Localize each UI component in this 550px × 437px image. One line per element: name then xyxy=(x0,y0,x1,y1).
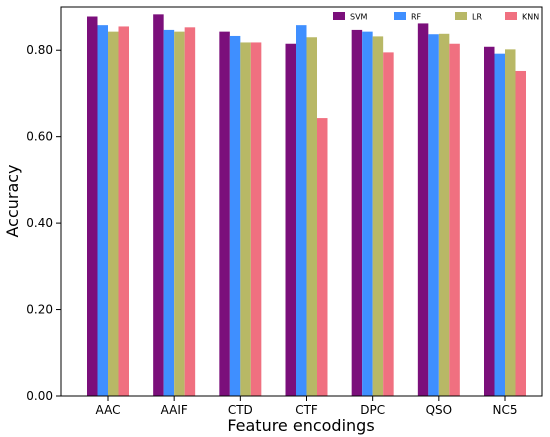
bars-group xyxy=(87,14,526,397)
bar-svm-qso xyxy=(417,23,429,397)
bar-rf-aac xyxy=(97,25,108,397)
bar-svm-nc5 xyxy=(484,46,495,397)
bar-rf-qso xyxy=(428,34,439,396)
bar-rf-dpc xyxy=(362,31,373,397)
x-tick-label-ctf: CTF xyxy=(295,403,318,417)
bar-knn-dpc xyxy=(383,52,394,397)
bar-lr-aac xyxy=(108,31,119,397)
bar-svm-ctd xyxy=(219,31,230,397)
x-tick-label-ctd: CTD xyxy=(228,403,253,417)
bar-knn-nc5 xyxy=(515,70,526,397)
x-tick-label-nc5: NC5 xyxy=(493,403,518,417)
legend-swatch-svm xyxy=(333,12,345,20)
legend-label-knn: KNN xyxy=(522,13,539,22)
y-tick-label: 0.60 xyxy=(26,130,53,144)
x-tick-label-aaif: AAIF xyxy=(161,403,188,417)
legend-swatch-lr xyxy=(455,12,467,20)
plot-frame xyxy=(60,6,543,397)
bar-lr-ctd xyxy=(240,42,251,396)
bar-knn-qso xyxy=(449,43,460,396)
y-tick-label: 0.40 xyxy=(26,216,53,230)
bar-lr-qso xyxy=(438,33,450,396)
bar-svm-ctf xyxy=(285,43,296,396)
bar-svm-dpc xyxy=(351,29,363,397)
legend: SVM RF LR KNN xyxy=(333,12,539,22)
x-tick-label-dpc: DPC xyxy=(360,403,385,417)
y-tick-label: 0.00 xyxy=(26,389,53,403)
legend-swatch-knn xyxy=(505,12,517,20)
bar-rf-ctd xyxy=(229,35,241,396)
legend-label-svm: SVM xyxy=(350,13,368,22)
y-axis-ticks: 0.00 0.20 0.40 0.60 0.80 xyxy=(26,43,61,403)
bar-knn-aac xyxy=(118,26,129,396)
y-axis-label: Accuracy xyxy=(3,164,22,237)
bar-knn-aaif xyxy=(184,27,196,396)
y-tick-label: 0.20 xyxy=(26,303,53,317)
bar-knn-ctd xyxy=(250,42,262,396)
y-tick-label: 0.80 xyxy=(26,43,53,57)
bar-svm-aaif xyxy=(153,14,164,396)
legend-label-rf: RF xyxy=(411,13,422,22)
x-tick-label-qso: QSO xyxy=(426,403,453,417)
bar-rf-nc5 xyxy=(494,53,505,397)
bar-lr-nc5 xyxy=(505,49,516,396)
bar-lr-dpc xyxy=(372,36,384,396)
legend-swatch-rf xyxy=(394,12,406,20)
bar-lr-aaif xyxy=(174,31,185,397)
x-axis-ticks: AAC AAIF CTD CTF DPC QSO NC5 xyxy=(96,396,518,417)
bar-rf-aaif xyxy=(163,29,175,397)
legend-label-lr: LR xyxy=(472,13,482,22)
x-tick-label-aac: AAC xyxy=(96,403,121,417)
bar-knn-ctf xyxy=(317,118,328,396)
bar-svm-aac xyxy=(87,16,98,397)
bar-rf-ctf xyxy=(296,25,307,397)
bar-lr-ctf xyxy=(306,37,317,396)
x-axis-label: Feature encodings xyxy=(227,416,374,435)
